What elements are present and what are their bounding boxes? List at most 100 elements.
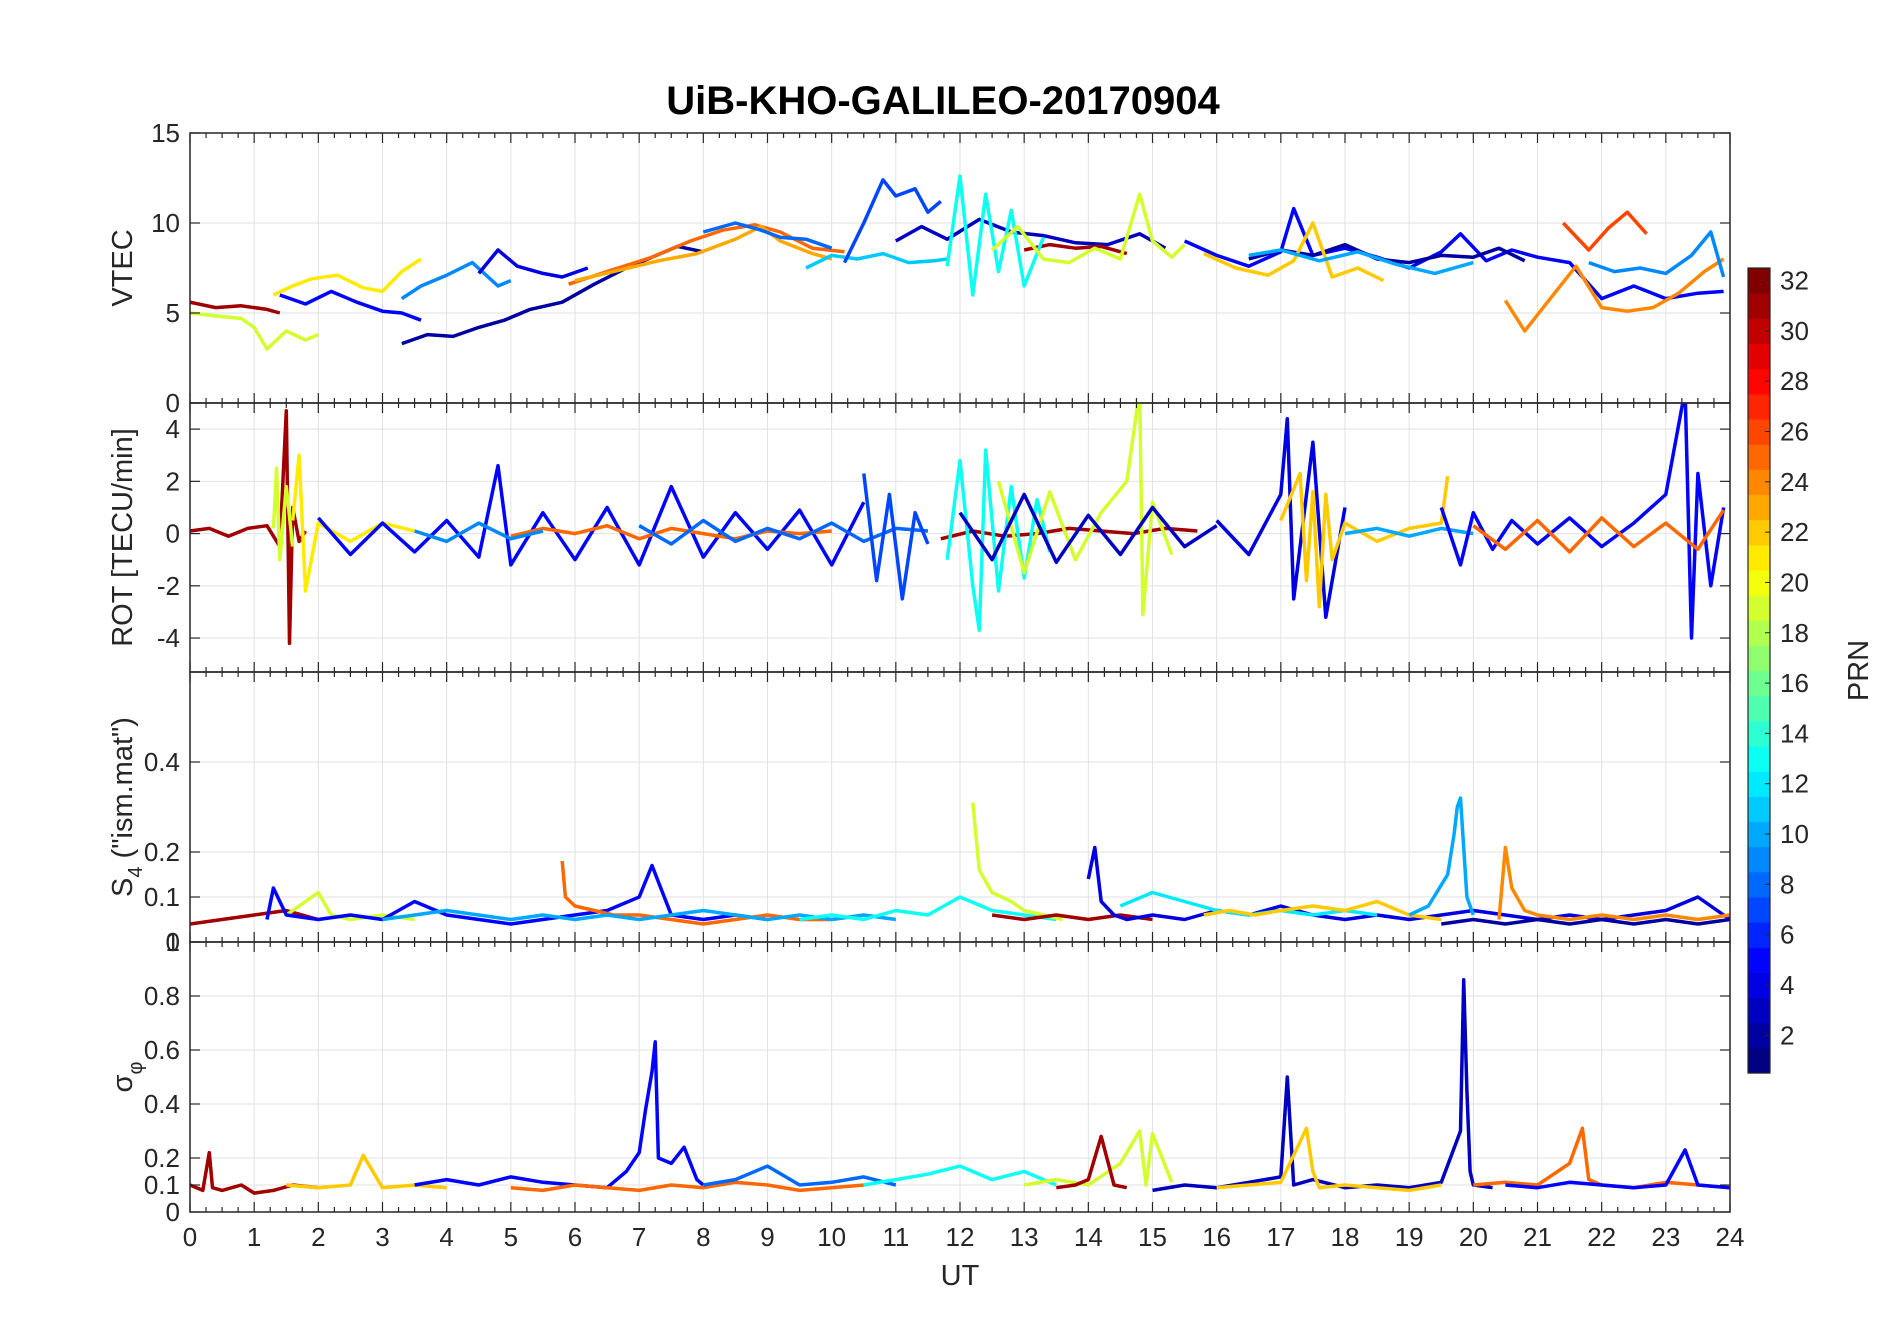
y-tick-label: 15 xyxy=(151,118,180,148)
colorbar-segment-26 xyxy=(1748,418,1770,445)
y-tick-label: 0 xyxy=(166,519,180,549)
colorbar-tick-label: 28 xyxy=(1780,366,1809,396)
x-tick-label: 0 xyxy=(183,1222,197,1252)
panel-1: 0 5 10 15 VTEC xyxy=(107,118,1731,418)
panel-3: 0 0.1 0.2 0.4 1 S4 ("ism.mat") xyxy=(107,671,1731,957)
panel-3-series xyxy=(190,796,1730,926)
x-tick-label: 1 xyxy=(247,1222,261,1252)
x-tick-label: 16 xyxy=(1202,1222,1231,1252)
colorbar-tick-label: 8 xyxy=(1780,869,1794,899)
series-prn-19 xyxy=(285,890,415,922)
panel-4-grid xyxy=(189,942,1731,1213)
colorbar-segment-15 xyxy=(1748,695,1770,722)
colorbar-segment-17 xyxy=(1748,645,1770,672)
panel-2-grid xyxy=(189,403,1731,672)
x-tick-label: 19 xyxy=(1395,1222,1424,1252)
series-prn-22 xyxy=(1203,899,1442,922)
colorbar-segment-23 xyxy=(1748,494,1770,521)
colorbar-tick-label: 32 xyxy=(1780,266,1809,296)
y-tick-label: 1 xyxy=(166,927,180,957)
series-prn-25 xyxy=(568,223,845,286)
colorbar-segment-3 xyxy=(1748,997,1770,1024)
colorbar-tick-label: 12 xyxy=(1780,769,1809,799)
colorbar-segment-1 xyxy=(1748,1047,1770,1074)
series-prn-9 xyxy=(414,521,544,544)
series-prn-13 xyxy=(863,1164,1057,1187)
series-prn-13 xyxy=(799,895,1057,922)
colorbar-segment-5 xyxy=(1748,947,1770,973)
series-prn-10 xyxy=(1408,796,1475,917)
series-prn-19 xyxy=(190,311,319,351)
y-tick-label: 0 xyxy=(166,1197,180,1227)
panel-1-series xyxy=(190,174,1726,351)
series-prn-9 xyxy=(400,260,512,301)
colorbar-segment-4 xyxy=(1748,972,1770,999)
y-tick-label: -4 xyxy=(157,623,180,653)
series-prn-10 xyxy=(1344,526,1474,538)
series-prn-22 xyxy=(1216,1126,1442,1193)
x-tick-label: 13 xyxy=(1010,1222,1039,1252)
series-prn-5 xyxy=(316,463,866,567)
series-prn-26 xyxy=(1561,210,1648,252)
colorbar-segment-6 xyxy=(1748,922,1770,948)
panel-2-ylabel: ROT [TECU/min] xyxy=(107,428,139,647)
ylabel-sub: φ xyxy=(125,1062,147,1075)
colorbar-segment-25 xyxy=(1748,444,1770,470)
series-prn-24 xyxy=(1497,845,1730,922)
x-tick-label: 12 xyxy=(946,1222,975,1252)
panel-2-ticks xyxy=(189,403,1731,672)
x-tick-label: 4 xyxy=(439,1222,453,1252)
x-tick-labels: 0 1 2 3 4 5 6 7 8 9 10 11 12 13 14 15 16 17 18 19 20 21 22 23 24 xyxy=(183,1222,1745,1252)
colorbar-segment-11 xyxy=(1748,796,1770,823)
colorbar-tick-label: 10 xyxy=(1780,819,1809,849)
series-prn-19 xyxy=(996,403,1174,617)
series-prn-25 xyxy=(1473,1126,1730,1190)
series-prn-4 xyxy=(477,248,589,279)
series-prn-31 xyxy=(1056,1134,1128,1190)
colorbar-segment-24 xyxy=(1748,469,1770,496)
x-tick-label: 24 xyxy=(1716,1222,1745,1252)
x-tick-label: 7 xyxy=(632,1222,646,1252)
panel-4-ticks xyxy=(189,942,1731,1213)
y-tick-label: 0 xyxy=(166,388,180,418)
series-prn-2 xyxy=(1441,917,1730,926)
panel-1-ylabel: VTEC xyxy=(107,229,139,306)
chart-title: UiB-KHO-GALILEO-20170904 xyxy=(666,79,1220,123)
x-tick-label: 8 xyxy=(696,1222,710,1252)
ylabel-rest: ("ism.mat") xyxy=(107,717,139,866)
y-tick-label: 4 xyxy=(166,414,180,444)
series-prn-21 xyxy=(272,257,422,297)
colorbar-segment-30 xyxy=(1748,318,1770,345)
colorbar-segment-18 xyxy=(1748,620,1770,646)
panel-2: -4 -2 0 2 4 ROT [TECU/min] xyxy=(107,402,1731,673)
series-prn-3 xyxy=(894,217,1167,250)
y-tick-label: 0.4 xyxy=(144,747,180,777)
y-tick-label: 0.8 xyxy=(144,981,180,1011)
colorbar-segment-20 xyxy=(1748,569,1770,596)
series-prn-10 xyxy=(1248,248,1474,276)
x-axis-label: UT xyxy=(941,1260,980,1292)
x-tick-label: 2 xyxy=(311,1222,325,1252)
series-prn-8 xyxy=(702,221,833,250)
panel-1-ticks xyxy=(189,132,1731,404)
series-prn-7 xyxy=(862,473,930,601)
panel-1-grid xyxy=(189,132,1731,404)
x-tick-label: 9 xyxy=(760,1222,774,1252)
series-prn-5 xyxy=(1183,206,1724,301)
panel-4-ylabel: σφ xyxy=(107,1062,147,1093)
y-tick-label: 0.2 xyxy=(144,1143,180,1173)
series-prn-5 xyxy=(1439,403,1726,640)
series-prn-22 xyxy=(1203,221,1385,283)
series-prn-19 xyxy=(271,466,295,562)
colorbar-segment-22 xyxy=(1748,519,1770,546)
series-prn-31 xyxy=(991,913,1153,922)
colorbar-segment-32 xyxy=(1748,268,1770,294)
series-prn-19 xyxy=(971,802,1064,922)
y-tick-label: 0.6 xyxy=(144,1035,180,1065)
colorbar-tick-label: 26 xyxy=(1780,417,1809,447)
y-tick-label: 0.1 xyxy=(144,1170,180,1200)
colorbar-segment-28 xyxy=(1748,368,1770,395)
colorbar-segment-13 xyxy=(1748,745,1770,772)
